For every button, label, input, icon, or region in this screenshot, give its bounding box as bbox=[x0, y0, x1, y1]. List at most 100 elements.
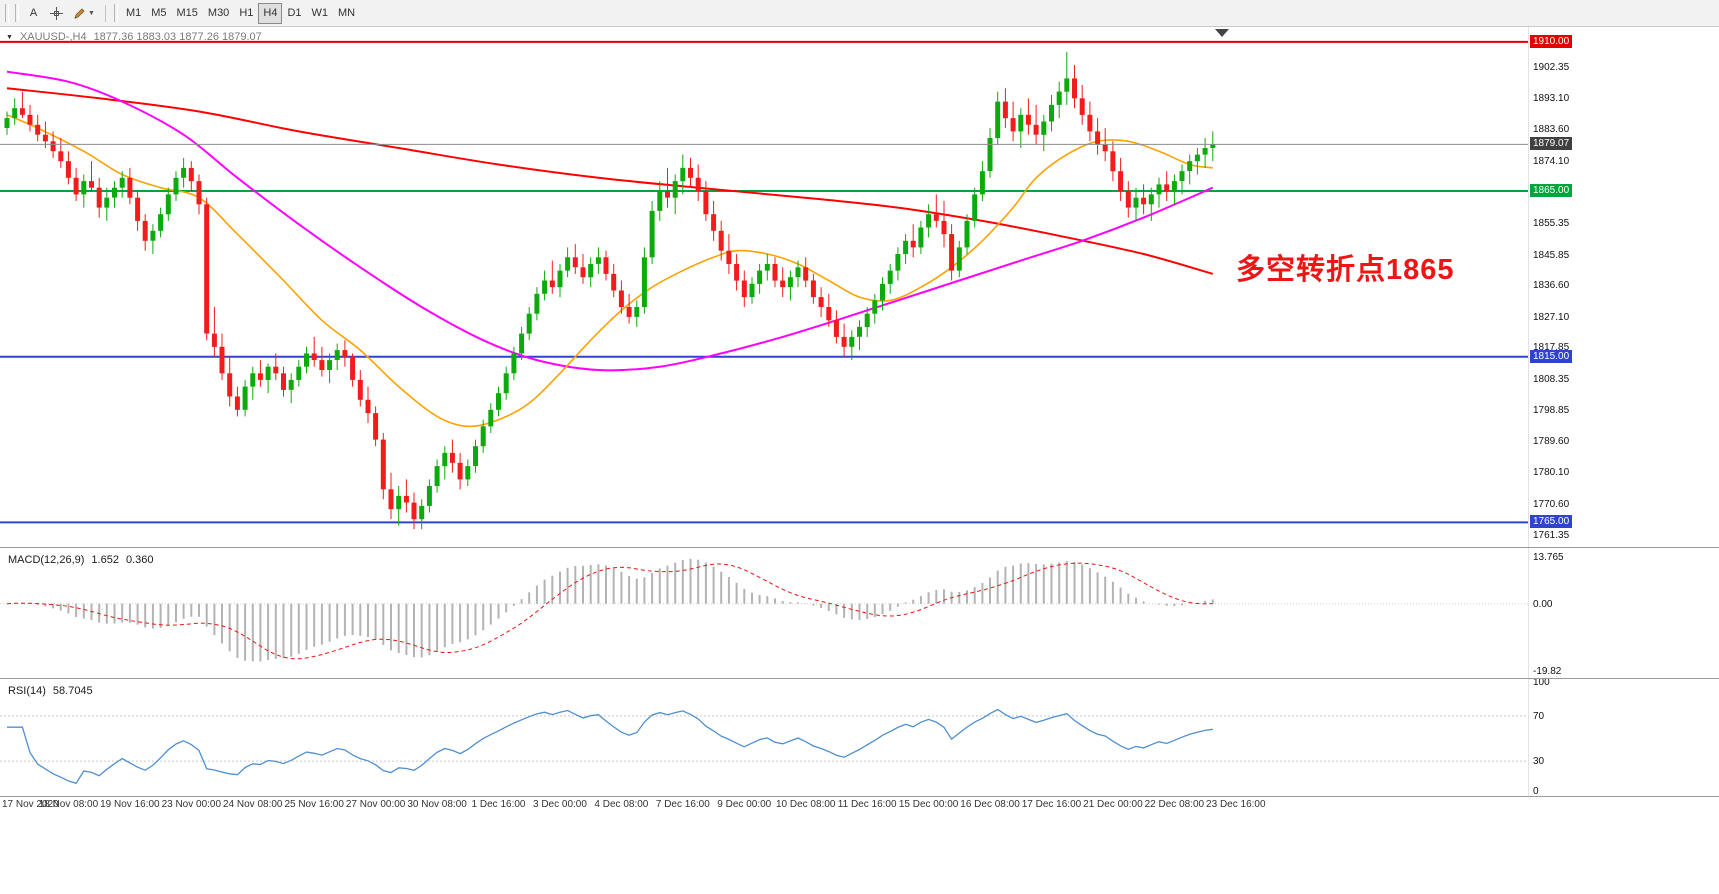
panel-splitter[interactable] bbox=[0, 547, 1719, 548]
toolbar-gripper[interactable] bbox=[15, 4, 19, 22]
candle-body bbox=[96, 187, 102, 208]
timeframe-m5-button[interactable]: M5 bbox=[146, 3, 171, 24]
candle-body bbox=[887, 270, 893, 284]
candle-body bbox=[488, 409, 494, 427]
candle-body bbox=[588, 264, 594, 278]
time-label: 23 Dec 16:00 bbox=[1206, 799, 1266, 810]
candle-body bbox=[442, 452, 448, 467]
candle-body bbox=[273, 366, 279, 374]
candle-body bbox=[473, 446, 478, 467]
timeframe-w1-button[interactable]: W1 bbox=[307, 3, 334, 24]
candle-body bbox=[603, 257, 609, 274]
candle-body bbox=[1164, 184, 1170, 191]
time-label: 10 Dec 08:00 bbox=[775, 799, 836, 810]
time-label: 4 Dec 08:00 bbox=[594, 799, 649, 810]
candle-body bbox=[826, 307, 832, 321]
toolbar-gripper[interactable] bbox=[113, 4, 118, 22]
candle-body bbox=[595, 257, 601, 264]
candle-body bbox=[933, 214, 939, 221]
timeframe-d1-button[interactable]: D1 bbox=[282, 3, 306, 24]
candle-body bbox=[465, 466, 471, 480]
candle-body bbox=[127, 177, 133, 198]
candle-body bbox=[703, 191, 709, 215]
candle-body bbox=[1079, 98, 1085, 115]
main-chart[interactable] bbox=[0, 28, 1528, 546]
candle-body bbox=[35, 124, 41, 135]
price-axis[interactable]: 1902.35 1893.10 1883.60 1874.10 1855.35 1845.… bbox=[1528, 27, 1719, 797]
time-label: 16 Dec 08:00 bbox=[960, 799, 1020, 810]
price-level-tag: 1910.00 bbox=[1530, 34, 1573, 48]
candle-body bbox=[1018, 114, 1024, 132]
candle-body bbox=[918, 227, 924, 248]
candle-body bbox=[726, 250, 732, 264]
panel-splitter[interactable] bbox=[0, 678, 1719, 679]
candle-body bbox=[995, 101, 1001, 139]
candle-body bbox=[204, 204, 210, 334]
candle-body bbox=[350, 356, 356, 380]
candle-body bbox=[112, 187, 117, 198]
candle-body bbox=[65, 161, 71, 178]
draw-tool-button[interactable]: ▼ bbox=[68, 3, 100, 24]
candle-body bbox=[1072, 78, 1077, 99]
candle-body bbox=[419, 505, 425, 520]
chart-symbol: XAUUSD-,H4 bbox=[19, 31, 87, 43]
price-level-tag: 1765.00 bbox=[1530, 515, 1573, 529]
ma-fast-line bbox=[6, 114, 1213, 428]
candle-body bbox=[549, 280, 555, 288]
timeframe-h4-button[interactable]: H4 bbox=[258, 2, 283, 24]
candle-body bbox=[987, 138, 993, 172]
time-label: 25 Nov 16:00 bbox=[284, 799, 344, 810]
time-label: 1 Dec 16:00 bbox=[471, 799, 526, 810]
text-tool-button[interactable]: A bbox=[22, 3, 45, 24]
price-level-tag: 1815.00 bbox=[1530, 349, 1573, 363]
candle-body bbox=[1041, 121, 1047, 135]
candle-body bbox=[749, 283, 755, 298]
candle-body bbox=[58, 151, 64, 162]
rsi-panel[interactable] bbox=[0, 682, 1528, 795]
candle-body bbox=[496, 393, 501, 410]
candle-body bbox=[972, 194, 978, 221]
candle-body bbox=[672, 181, 678, 198]
macd-axis-label: 0.00 bbox=[1533, 598, 1553, 610]
candle-body bbox=[895, 254, 901, 271]
macd-name: MACD(12,26,9) bbox=[8, 554, 85, 566]
panel-splitter[interactable] bbox=[0, 796, 1719, 797]
timeframe-h1-button[interactable]: H1 bbox=[234, 3, 258, 24]
time-label: 11 Dec 16:00 bbox=[837, 799, 897, 810]
candle-body bbox=[626, 307, 632, 317]
candle-body bbox=[89, 181, 94, 188]
timeframe-m1-button[interactable]: M1 bbox=[121, 3, 146, 24]
candle-body bbox=[641, 257, 647, 307]
candle-body bbox=[73, 177, 79, 195]
candle-body bbox=[688, 167, 693, 178]
candle-body bbox=[864, 313, 870, 327]
crosshair-tool-button[interactable] bbox=[45, 3, 68, 24]
candle-body bbox=[534, 293, 540, 314]
candle-body bbox=[849, 336, 855, 347]
timeframe-m30-button[interactable]: M30 bbox=[203, 3, 234, 24]
candle-body bbox=[4, 118, 10, 128]
candle-body bbox=[611, 273, 617, 291]
rsi-value: 58.7045 bbox=[52, 685, 93, 697]
time-label: 24 Nov 08:00 bbox=[223, 799, 283, 810]
candle-body bbox=[250, 373, 256, 387]
candle-body bbox=[396, 495, 402, 510]
timeframe-m15-button[interactable]: M15 bbox=[172, 3, 203, 24]
timeframe-mn-button[interactable]: MN bbox=[333, 3, 360, 24]
candle-body bbox=[1179, 171, 1185, 182]
candle-body bbox=[1156, 184, 1162, 195]
candle-body bbox=[680, 167, 686, 182]
candle-body bbox=[304, 353, 309, 367]
candle-body bbox=[580, 267, 586, 278]
time-label: 7 Dec 16:00 bbox=[655, 799, 710, 810]
macd-signal-line bbox=[6, 562, 1213, 660]
macd-panel[interactable] bbox=[0, 551, 1528, 677]
candle-body bbox=[327, 360, 333, 370]
toolbar-gripper[interactable] bbox=[5, 4, 9, 22]
candle-body bbox=[42, 134, 48, 142]
candle-body bbox=[196, 181, 202, 205]
candle-body bbox=[1141, 197, 1147, 205]
candle-body bbox=[1133, 197, 1139, 208]
time-axis[interactable]: 17 Nov 2020 18 Nov 08:00 19 Nov 16:00 23 No… bbox=[0, 797, 1528, 815]
